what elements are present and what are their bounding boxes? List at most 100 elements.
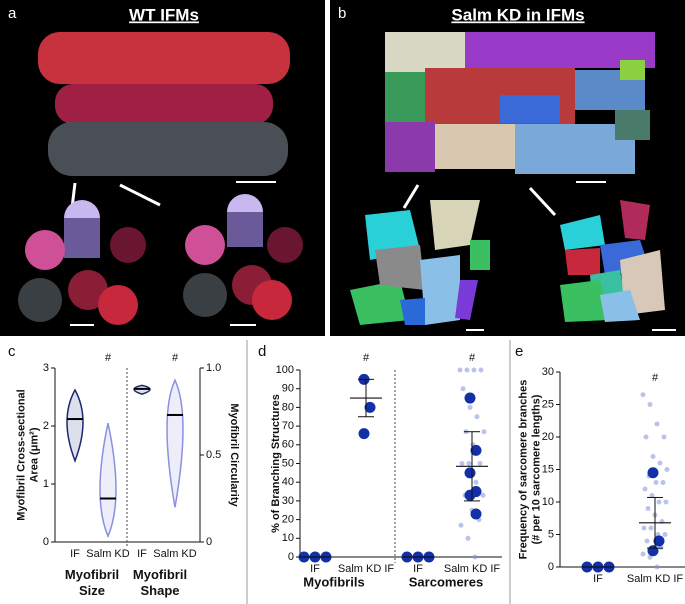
- wt-render: [18, 32, 303, 326]
- point: [653, 535, 665, 547]
- y-tick-label: 5: [548, 528, 554, 540]
- annotation: #: [363, 352, 370, 364]
- minor-point: [478, 367, 484, 373]
- y-tick-label: 15: [542, 463, 554, 475]
- point: [647, 545, 659, 557]
- y-tick-label: 0: [43, 536, 49, 548]
- annotation: #: [172, 352, 179, 364]
- minor-point: [662, 532, 668, 537]
- group-label: Myofibrils: [303, 574, 364, 589]
- minor-point: [474, 414, 480, 420]
- minor-point: [465, 535, 471, 541]
- minor-point: [647, 554, 653, 560]
- y-tick-label: 3: [43, 362, 49, 374]
- violin: [66, 388, 84, 463]
- y-tick-label: 10: [542, 496, 554, 508]
- minor-point: [656, 499, 662, 505]
- minor-point: [644, 538, 650, 544]
- minor-point: [457, 367, 463, 373]
- y-tick-label: 30: [542, 366, 554, 378]
- minor-point: [650, 454, 656, 459]
- minor-point: [460, 386, 466, 392]
- minor-point: [653, 480, 659, 485]
- y2-tick-label: 1.0: [206, 362, 221, 374]
- group-label: Sarcomeres: [409, 574, 483, 589]
- point: [464, 489, 476, 501]
- minor-point: [640, 392, 646, 398]
- minor-point: [648, 525, 654, 531]
- panel-title: WT IFMs: [129, 5, 199, 24]
- y-axis-label-line: Myofibril Cross-sectional: [15, 389, 27, 520]
- x-tick-label: IF: [413, 563, 423, 575]
- group-label-line: Shape: [140, 583, 179, 598]
- panel-letter: e: [515, 343, 523, 360]
- y-axis-label-line: Frequency of sarcomere branches: [517, 380, 529, 560]
- minor-point: [473, 479, 479, 485]
- y-axis-label: % of Branching Structures: [270, 394, 282, 533]
- minor-point: [477, 461, 483, 466]
- y2-tick-label: 0.5: [206, 449, 221, 461]
- x-tick-label: Salm KD IF: [627, 573, 684, 585]
- minor-point: [640, 551, 646, 557]
- panel-letter: a: [8, 5, 17, 22]
- x-tick-label: Salm KD IF: [338, 563, 395, 575]
- violin: [99, 422, 117, 539]
- y-tick-label: 1: [43, 478, 49, 490]
- panel-title: Salm KD in IFMs: [451, 5, 584, 24]
- point: [358, 428, 370, 440]
- annotation: #: [469, 352, 476, 364]
- x-tick-label: IF: [70, 548, 80, 560]
- minor-point: [459, 461, 465, 466]
- x-tick-label: IF: [593, 573, 603, 585]
- panel-letter: c: [8, 343, 16, 360]
- y-axis-label-line: Area (μm²): [28, 427, 40, 482]
- group-label: Myofibril Size: [65, 567, 119, 598]
- x-tick-label: IF: [137, 548, 147, 560]
- minor-point: [649, 493, 655, 498]
- minor-point: [471, 367, 477, 373]
- y-tick-label: 10: [282, 532, 294, 544]
- minor-point: [466, 461, 472, 466]
- point: [470, 508, 482, 520]
- y2-axis-label: Myofibril Circularity: [228, 403, 240, 507]
- x-tick-label: Salm KD IF: [444, 563, 501, 575]
- minor-point: [661, 434, 667, 440]
- point: [464, 392, 476, 404]
- minor-point: [654, 421, 660, 427]
- minor-point: [480, 492, 486, 498]
- group-label-line: Myofibril: [65, 567, 119, 582]
- x-tick-label: Salm KD: [153, 548, 196, 560]
- panel-letter: b: [338, 5, 346, 22]
- y-tick-label: 0: [288, 551, 294, 563]
- y-axis-label: Myofibril Cross-sectionalArea (μm²): [15, 389, 40, 520]
- point: [464, 467, 476, 479]
- minor-point: [647, 402, 653, 407]
- minor-point: [467, 404, 473, 410]
- y-tick-label: 60: [282, 439, 294, 451]
- minor-point: [660, 480, 666, 485]
- y-tick-label: 40: [282, 476, 294, 488]
- minor-point: [663, 499, 669, 505]
- y-tick-label: 100: [276, 364, 294, 376]
- violin: [166, 378, 184, 508]
- point: [470, 444, 482, 456]
- annotation: #: [652, 372, 659, 384]
- y2-tick-label: 0: [206, 536, 212, 548]
- group-label: Myofibril Shape: [133, 567, 187, 598]
- panel-letter: d: [258, 343, 266, 360]
- group-label-line: Myofibril: [133, 567, 187, 582]
- point: [364, 401, 376, 413]
- y-axis-label: Frequency of sarcomere branches(# per 10…: [517, 380, 542, 560]
- y-tick-label: 50: [282, 457, 294, 469]
- minor-point: [657, 460, 663, 466]
- kd-render: [350, 32, 676, 331]
- minor-point: [641, 525, 647, 531]
- y-tick-label: 20: [282, 514, 294, 526]
- minor-point: [464, 367, 470, 373]
- minor-point: [458, 522, 464, 528]
- point: [647, 467, 659, 479]
- y-tick-label: 2: [43, 420, 49, 432]
- y-tick-label: 80: [282, 401, 294, 413]
- x-tick-label: Salm KD: [86, 548, 129, 560]
